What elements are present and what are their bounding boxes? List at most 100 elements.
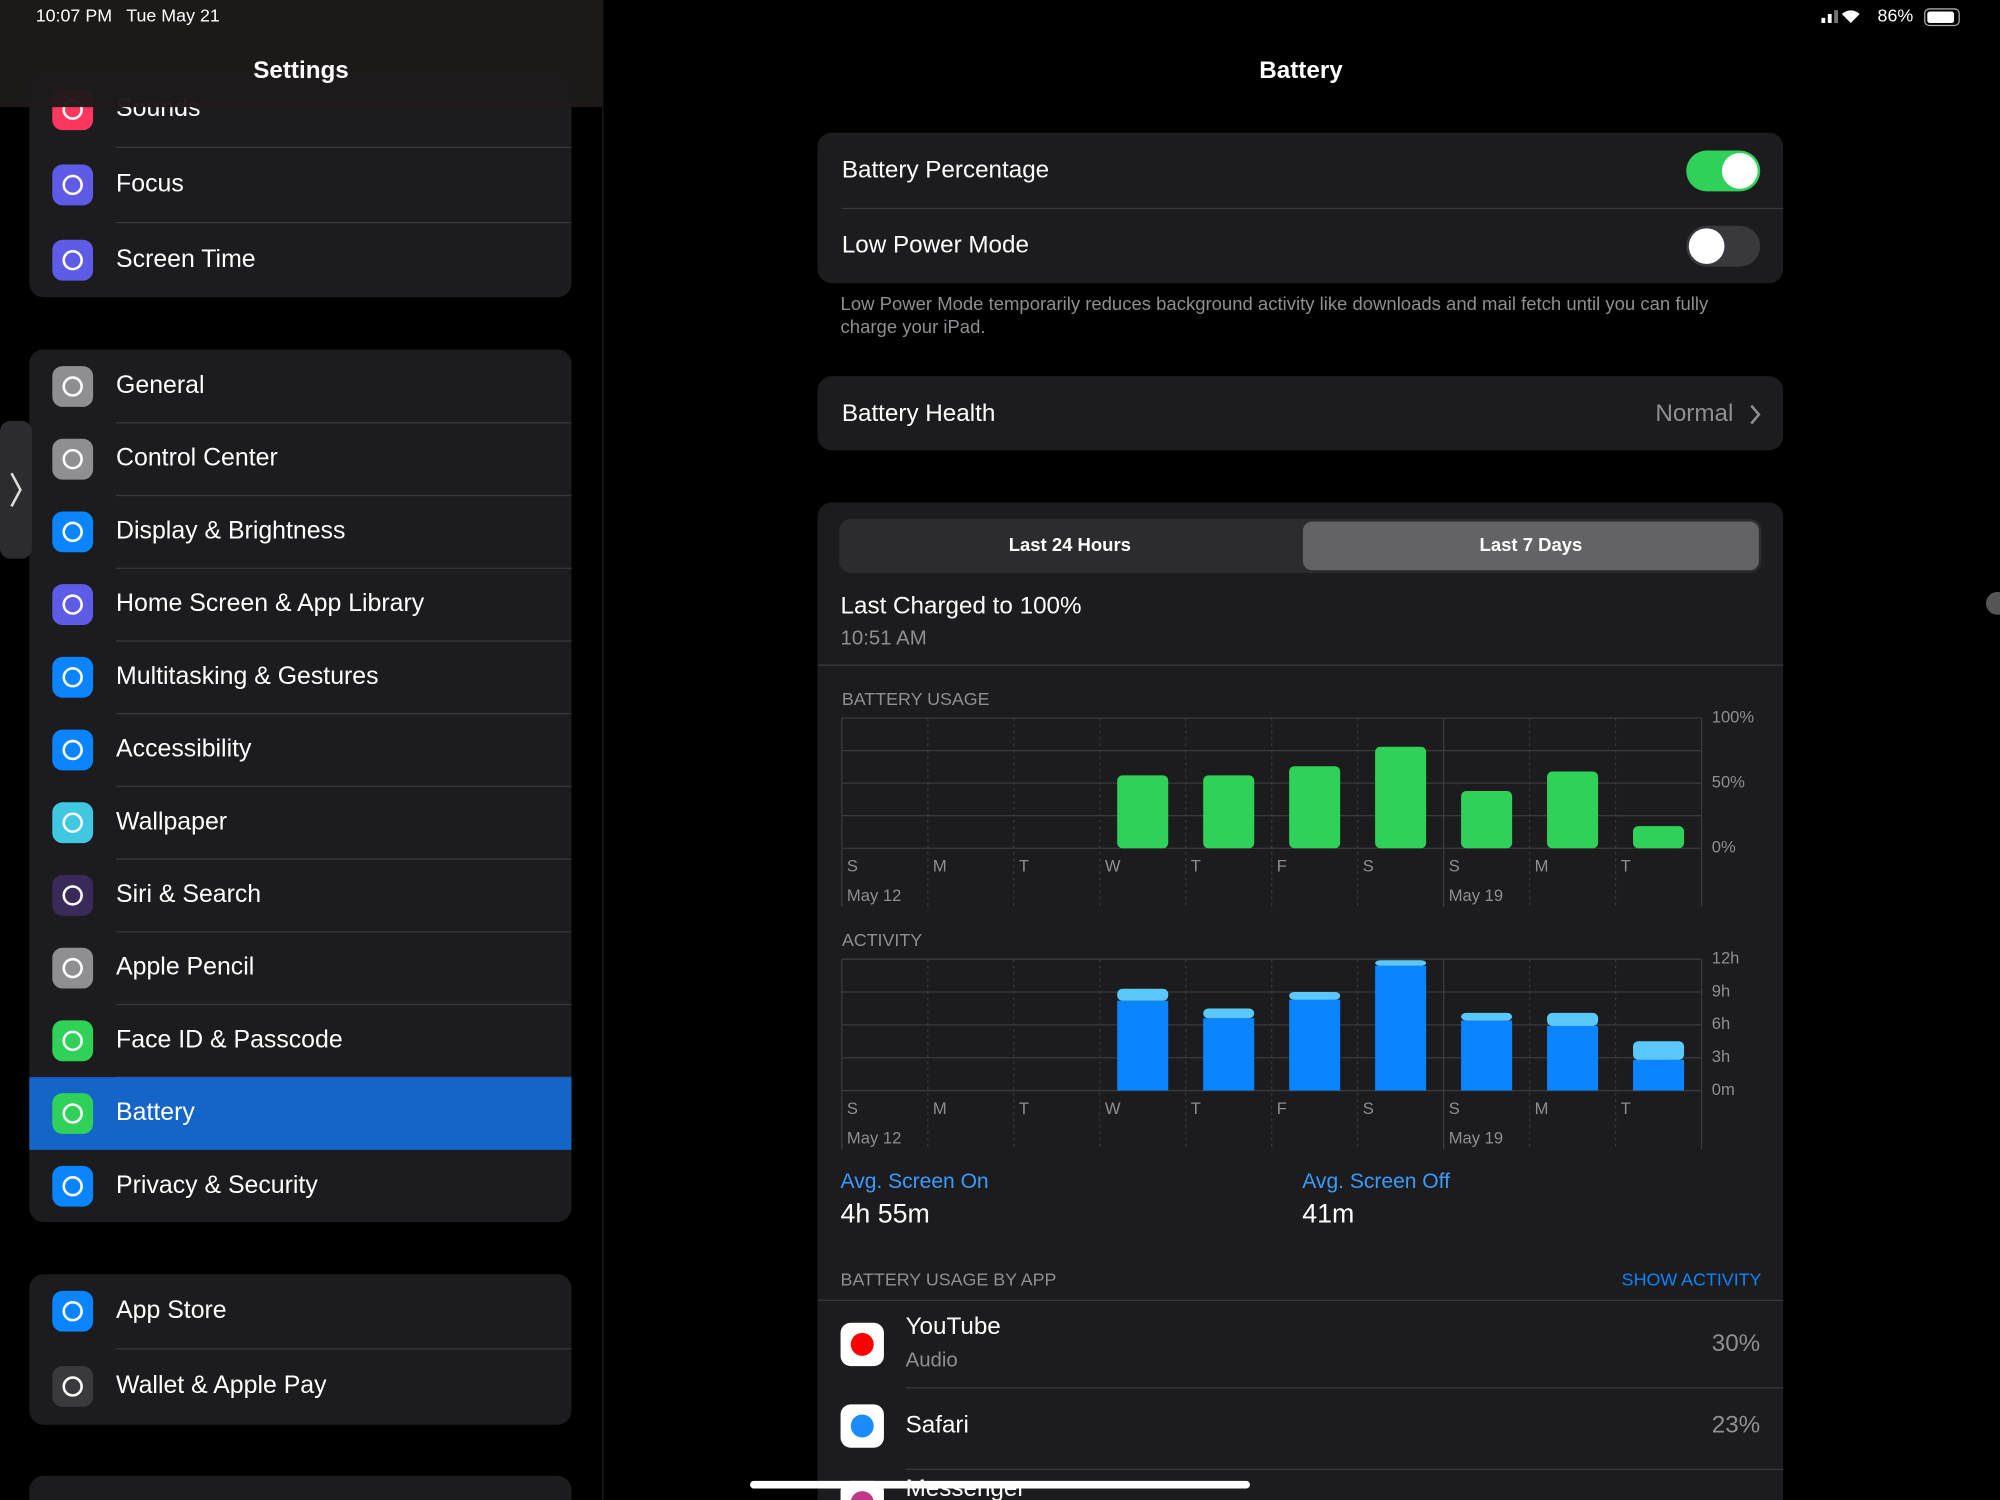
icon bbox=[52, 1366, 94, 1407]
bar-segment bbox=[1461, 1012, 1513, 1021]
app-name[interactable]: YouTube bbox=[906, 1313, 1001, 1340]
x-tick-label: S bbox=[1449, 1099, 1460, 1118]
bar-segment bbox=[1289, 999, 1341, 1091]
icon-glyph bbox=[62, 376, 83, 397]
bar-segment bbox=[1547, 1025, 1599, 1091]
icon bbox=[52, 239, 94, 281]
date-label: May 12 bbox=[847, 1128, 901, 1147]
icon-glyph bbox=[62, 885, 83, 906]
x-tick-label: S bbox=[1363, 1099, 1374, 1118]
icon-glyph bbox=[62, 1176, 83, 1197]
status-date: Tue May 21 bbox=[126, 5, 220, 25]
x-tick-label: F bbox=[1277, 857, 1287, 876]
x-tick-label: T bbox=[1019, 857, 1029, 876]
menu-label[interactable]: Battery bbox=[116, 1098, 195, 1126]
icon-glyph bbox=[62, 174, 83, 196]
battery-icon bbox=[1924, 8, 1960, 27]
icon bbox=[52, 164, 94, 206]
x-tick-label: M bbox=[933, 1099, 947, 1118]
y-tick-label: 0m bbox=[1712, 1080, 1735, 1099]
bar bbox=[1547, 771, 1599, 849]
x-tick-label: S bbox=[1449, 857, 1460, 876]
x-tick-label: T bbox=[1191, 1099, 1201, 1118]
footnote-box: Low Power Mode temporarily reduces backg… bbox=[840, 294, 1709, 339]
menu-label[interactable]: Apple Pencil bbox=[116, 953, 254, 981]
footnote: Low Power Mode temporarily reduces backg… bbox=[840, 294, 1709, 339]
segment-label[interactable]: Last 7 Days bbox=[1480, 534, 1583, 555]
app-glyph bbox=[850, 1332, 874, 1356]
menu-label[interactable]: Wallet & Apple Pay bbox=[116, 1371, 327, 1399]
menu-label[interactable]: Accessibility bbox=[116, 735, 252, 763]
average-value: 4h 55m bbox=[841, 1199, 930, 1229]
x-tick-label: S bbox=[1363, 857, 1374, 876]
menu-label[interactable]: Screen Time bbox=[116, 245, 256, 273]
date-label: May 19 bbox=[1449, 886, 1503, 905]
bar bbox=[1117, 775, 1169, 849]
signal bbox=[1821, 17, 1826, 23]
status-icons bbox=[1821, 8, 1960, 27]
icon bbox=[52, 1165, 94, 1207]
icon-glyph bbox=[62, 812, 83, 833]
icon-glyph bbox=[62, 1103, 83, 1124]
health-value: Normal bbox=[1655, 400, 1733, 427]
menu-label[interactable]: Siri & Search bbox=[116, 880, 261, 908]
toggle-label: Battery Percentage bbox=[842, 156, 1049, 183]
show-activity[interactable]: SHOW ACTIVITY bbox=[1622, 1269, 1762, 1289]
chart-title: BATTERY USAGE bbox=[842, 689, 990, 709]
group-card bbox=[29, 71, 572, 298]
x-tick-label: F bbox=[1277, 1099, 1287, 1118]
y-tick-label: 3h bbox=[1712, 1047, 1730, 1066]
bar-segment bbox=[1375, 965, 1427, 1091]
icon-glyph bbox=[62, 739, 83, 761]
chart-title: ACTIVITY bbox=[842, 930, 922, 950]
menu-label[interactable]: Display & Brightness bbox=[116, 516, 345, 544]
detail-content: Battery Percentage Low Power Mode Last 24 … bbox=[840, 150, 1784, 1500]
last-charged-time: 10:51 AM bbox=[841, 627, 927, 649]
average-label: Avg. Screen Off bbox=[1302, 1170, 1450, 1193]
bar bbox=[1289, 766, 1341, 849]
group-card bbox=[29, 1475, 572, 1500]
bar-segment bbox=[1547, 1012, 1599, 1026]
icon bbox=[52, 1020, 94, 1062]
menu-label[interactable]: Control Center bbox=[116, 444, 278, 472]
app-name[interactable]: Safari bbox=[906, 1411, 969, 1438]
icon-glyph bbox=[62, 1301, 83, 1322]
edge-handle bbox=[1985, 591, 2000, 615]
menu-label[interactable]: Wallpaper bbox=[116, 807, 227, 835]
date-label: May 12 bbox=[847, 886, 901, 905]
health-label: Battery Health bbox=[842, 400, 995, 427]
bar-segment bbox=[1117, 988, 1169, 1001]
apps-header: BATTERY USAGE BY APP bbox=[841, 1269, 1057, 1289]
x-tick-label: T bbox=[1621, 1099, 1631, 1118]
y-tick-label: 0% bbox=[1712, 838, 1736, 857]
x-tick-label: S bbox=[847, 1099, 858, 1118]
icon bbox=[52, 947, 94, 989]
icon bbox=[52, 1290, 94, 1332]
segment-label[interactable]: Last 24 Hours bbox=[1009, 534, 1131, 555]
switch-knob bbox=[1688, 228, 1725, 265]
bar-segment bbox=[1203, 1008, 1255, 1019]
status-time: 10:07 PM bbox=[36, 5, 112, 25]
menu-label[interactable]: Multitasking & Gestures bbox=[116, 662, 379, 690]
menu-label[interactable]: App Store bbox=[116, 1296, 227, 1324]
icon bbox=[52, 584, 94, 625]
menu-label[interactable]: Home Screen & App Library bbox=[116, 589, 425, 617]
icon-glyph bbox=[62, 521, 83, 543]
bar-segment bbox=[1461, 1020, 1513, 1091]
health-row[interactable] bbox=[817, 376, 1784, 451]
app-usage: 30% bbox=[1712, 1330, 1760, 1357]
bar bbox=[1461, 790, 1513, 849]
y-tick-label: 9h bbox=[1712, 981, 1730, 1000]
side-tab[interactable] bbox=[0, 420, 32, 559]
menu-label[interactable]: General bbox=[116, 371, 204, 399]
menu-label[interactable]: Face ID & Passcode bbox=[116, 1025, 343, 1053]
menu-label[interactable]: Privacy & Security bbox=[116, 1171, 318, 1199]
bar-segment bbox=[1117, 1000, 1169, 1091]
menu-label[interactable]: Focus bbox=[116, 170, 184, 198]
wifi bbox=[1841, 10, 1860, 23]
app-glyph bbox=[851, 1491, 874, 1500]
bar-segment bbox=[1633, 1041, 1685, 1060]
icon bbox=[52, 875, 94, 916]
